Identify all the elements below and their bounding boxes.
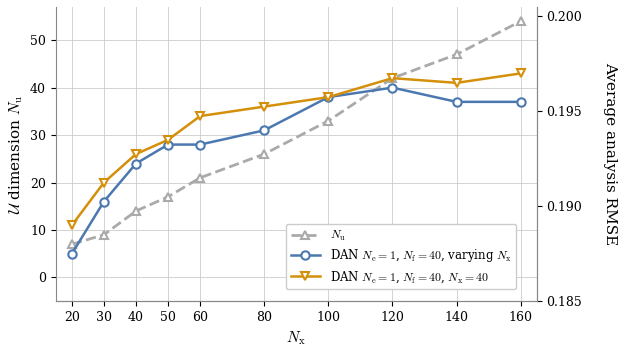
DAN $N_{\mathrm{e}} = 1$, $N_{\mathrm{f}} = 40$, varying $N_{\mathrm{x}}$ — [100, 199, 108, 204]
$N_{\mathrm{u}}$ — [164, 195, 172, 199]
DAN $N_{\mathrm{e}} = 1$, $N_{\mathrm{f}} = 40$, varying $N_{\mathrm{x}}$ — [132, 161, 140, 166]
DAN $N_{\mathrm{e}} = 1$, $N_{\mathrm{f}} = 40$, $N_{\mathrm{x}} = 40$ — [68, 223, 76, 227]
DAN $N_{\mathrm{e}} = 1$, $N_{\mathrm{f}} = 40$, $N_{\mathrm{x}} = 40$ — [260, 104, 268, 109]
DAN $N_{\mathrm{e}} = 1$, $N_{\mathrm{f}} = 40$, varying $N_{\mathrm{x}}$ — [197, 142, 204, 147]
Legend: $N_{\mathrm{u}}$, DAN $N_{\mathrm{e}} = 1$, $N_{\mathrm{f}} = 40$, varying $N_{\: $N_{\mathrm{u}}$, DAN $N_{\mathrm{e}} = … — [286, 224, 517, 289]
$N_{\mathrm{u}}$ — [517, 19, 524, 23]
$N_{\mathrm{u}}$ — [453, 52, 461, 57]
DAN $N_{\mathrm{e}} = 1$, $N_{\mathrm{f}} = 40$, varying $N_{\mathrm{x}}$ — [164, 142, 172, 147]
DAN $N_{\mathrm{e}} = 1$, $N_{\mathrm{f}} = 40$, varying $N_{\mathrm{x}}$ — [68, 252, 76, 256]
DAN $N_{\mathrm{e}} = 1$, $N_{\mathrm{f}} = 40$, $N_{\mathrm{x}} = 40$ — [132, 152, 140, 156]
$N_{\mathrm{u}}$ — [260, 152, 268, 156]
DAN $N_{\mathrm{e}} = 1$, $N_{\mathrm{f}} = 40$, varying $N_{\mathrm{x}}$ — [324, 95, 332, 99]
Line: DAN $N_{\mathrm{e}} = 1$, $N_{\mathrm{f}} = 40$, $N_{\mathrm{x}} = 40$: DAN $N_{\mathrm{e}} = 1$, $N_{\mathrm{f}… — [67, 69, 525, 229]
$N_{\mathrm{u}}$ — [100, 233, 108, 237]
DAN $N_{\mathrm{e}} = 1$, $N_{\mathrm{f}} = 40$, varying $N_{\mathrm{x}}$ — [517, 100, 524, 104]
DAN $N_{\mathrm{e}} = 1$, $N_{\mathrm{f}} = 40$, varying $N_{\mathrm{x}}$ — [453, 100, 461, 104]
Line: $N_{\mathrm{u}}$: $N_{\mathrm{u}}$ — [67, 17, 525, 249]
DAN $N_{\mathrm{e}} = 1$, $N_{\mathrm{f}} = 40$, varying $N_{\mathrm{x}}$ — [260, 128, 268, 132]
DAN $N_{\mathrm{e}} = 1$, $N_{\mathrm{f}} = 40$, $N_{\mathrm{x}} = 40$ — [453, 81, 461, 85]
DAN $N_{\mathrm{e}} = 1$, $N_{\mathrm{f}} = 40$, $N_{\mathrm{x}} = 40$ — [197, 114, 204, 118]
DAN $N_{\mathrm{e}} = 1$, $N_{\mathrm{f}} = 40$, varying $N_{\mathrm{x}}$ — [389, 86, 396, 90]
$N_{\mathrm{u}}$ — [324, 119, 332, 123]
Y-axis label: $\mathcal{U}$ dimension $N_{\mathrm{u}}$: $\mathcal{U}$ dimension $N_{\mathrm{u}}$ — [7, 95, 24, 213]
$N_{\mathrm{u}}$ — [132, 209, 140, 213]
DAN $N_{\mathrm{e}} = 1$, $N_{\mathrm{f}} = 40$, $N_{\mathrm{x}} = 40$ — [164, 138, 172, 142]
$N_{\mathrm{u}}$ — [389, 76, 396, 80]
Line: DAN $N_{\mathrm{e}} = 1$, $N_{\mathrm{f}} = 40$, varying $N_{\mathrm{x}}$: DAN $N_{\mathrm{e}} = 1$, $N_{\mathrm{f}… — [67, 84, 525, 258]
DAN $N_{\mathrm{e}} = 1$, $N_{\mathrm{f}} = 40$, $N_{\mathrm{x}} = 40$ — [324, 95, 332, 99]
DAN $N_{\mathrm{e}} = 1$, $N_{\mathrm{f}} = 40$, $N_{\mathrm{x}} = 40$ — [517, 71, 524, 75]
$N_{\mathrm{u}}$ — [68, 242, 76, 246]
Y-axis label: Average analysis RMSE: Average analysis RMSE — [603, 62, 617, 246]
X-axis label: $N_{\mathrm{x}}$: $N_{\mathrm{x}}$ — [286, 330, 306, 347]
DAN $N_{\mathrm{e}} = 1$, $N_{\mathrm{f}} = 40$, $N_{\mathrm{x}} = 40$ — [389, 76, 396, 80]
DAN $N_{\mathrm{e}} = 1$, $N_{\mathrm{f}} = 40$, $N_{\mathrm{x}} = 40$ — [100, 181, 108, 185]
$N_{\mathrm{u}}$ — [197, 176, 204, 180]
